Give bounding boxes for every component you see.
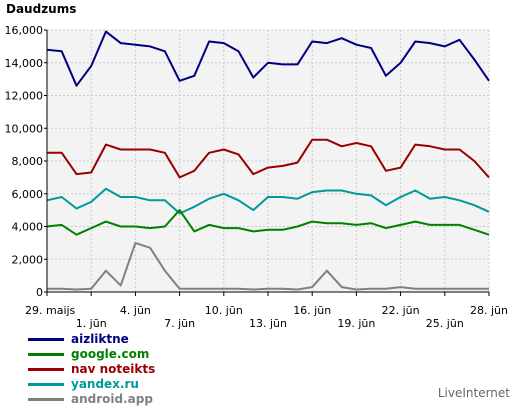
x-tick-label: 16. jūn <box>293 304 331 317</box>
x-tick-label: 19. jūn <box>337 317 375 330</box>
line-chart: Daudzums 0 2,000 4,000 6,000 8,000 10,000 12,0… <box>5 2 509 330</box>
brand-label: LiveInternet <box>437 386 510 400</box>
legend-swatch <box>28 338 64 341</box>
legend-swatch <box>28 368 64 371</box>
y-tick-label: 14,000 <box>5 57 44 70</box>
x-tick-label: 1. jūn <box>76 317 107 330</box>
y-tick-label: 4,000 <box>12 221 44 234</box>
y-tick-label: 12,000 <box>5 90 44 103</box>
legend-swatch <box>28 398 64 401</box>
chart-title: Daudzums <box>6 2 76 16</box>
y-tick-label: 10,000 <box>5 122 44 135</box>
series-line-nav-noteikts <box>47 138 490 179</box>
y-tick-label: 6,000 <box>12 188 44 201</box>
x-tick-label: 29. maijs <box>25 304 76 317</box>
y-tick-label: 16,000 <box>5 24 44 37</box>
x-tick-label: 22. jūn <box>382 304 420 317</box>
legend-label: android.app <box>71 392 153 406</box>
x-tick-label: 13. jūn <box>249 317 287 330</box>
legend-label: nav noteikts <box>71 362 156 376</box>
series-line-aizliktne <box>46 30 490 87</box>
x-tick-label: 4. jūn <box>120 304 151 317</box>
series-line-yandex-ru <box>46 187 490 215</box>
series-line-google-com <box>46 209 490 236</box>
series-lines <box>46 30 490 291</box>
y-tick-labels: 0 2,000 4,000 6,000 8,000 10,000 12,000 14,000 1… <box>5 24 47 299</box>
x-tick-label: 25. jūn <box>426 317 464 330</box>
legend-swatch <box>28 383 64 386</box>
legend-label: aizliktne <box>71 332 129 346</box>
y-tick-label: 2,000 <box>12 253 44 266</box>
x-tick-label: 28. jūn <box>470 304 508 317</box>
x-tick-label: 7. jūn <box>164 317 195 330</box>
y-tick-label: 8,000 <box>12 155 44 168</box>
legend-label: google.com <box>71 347 150 361</box>
series-line-android-app <box>47 241 489 291</box>
legend-swatch <box>28 353 64 356</box>
legend-label: yandex.ru <box>71 377 139 391</box>
y-tick-label: 0 <box>36 286 43 299</box>
x-tick-label: 10. jūn <box>205 304 243 317</box>
